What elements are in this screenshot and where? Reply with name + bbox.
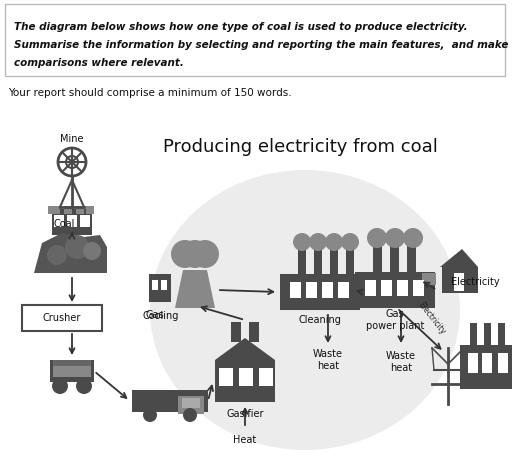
FancyBboxPatch shape: [22, 305, 102, 331]
Bar: [219, 368, 233, 386]
Bar: [390, 246, 399, 274]
Bar: [52, 209, 92, 235]
Text: Electricity: Electricity: [451, 277, 500, 287]
Bar: [80, 215, 90, 227]
Bar: [152, 280, 158, 290]
Bar: [498, 353, 508, 373]
Text: comparisons where relevant.: comparisons where relevant.: [14, 58, 184, 68]
Bar: [67, 215, 77, 227]
Bar: [484, 323, 491, 347]
Bar: [338, 282, 349, 298]
Text: Cleaning: Cleaning: [298, 315, 342, 325]
Text: Mine: Mine: [60, 134, 84, 144]
Polygon shape: [440, 249, 478, 267]
Bar: [422, 273, 436, 285]
Bar: [470, 323, 477, 347]
Circle shape: [403, 228, 423, 248]
Circle shape: [325, 233, 343, 251]
Circle shape: [83, 242, 101, 260]
Circle shape: [76, 378, 92, 394]
Bar: [149, 274, 171, 302]
Bar: [482, 353, 492, 373]
Bar: [132, 390, 208, 412]
Bar: [280, 274, 360, 310]
Text: Waste
heat: Waste heat: [313, 349, 343, 371]
Circle shape: [47, 245, 67, 265]
Bar: [290, 282, 301, 298]
Bar: [259, 368, 273, 386]
Bar: [454, 273, 464, 291]
Circle shape: [181, 240, 209, 268]
Circle shape: [143, 408, 157, 422]
Circle shape: [367, 228, 387, 248]
Bar: [298, 250, 306, 276]
Polygon shape: [215, 338, 275, 360]
Bar: [231, 322, 241, 342]
Bar: [460, 345, 512, 389]
Bar: [53, 360, 91, 366]
Bar: [53, 363, 91, 377]
Text: Electricity: Electricity: [417, 300, 447, 336]
Bar: [330, 250, 338, 276]
Bar: [314, 250, 322, 276]
Circle shape: [293, 233, 311, 251]
Text: Gas
power plant: Gas power plant: [366, 309, 424, 331]
Text: Heat: Heat: [233, 435, 257, 445]
Bar: [355, 272, 435, 308]
Text: The diagram below shows how one type of coal is used to produce electricity.: The diagram below shows how one type of …: [14, 22, 467, 32]
Circle shape: [65, 235, 89, 259]
Polygon shape: [34, 233, 107, 273]
Circle shape: [52, 378, 68, 394]
Bar: [468, 353, 478, 373]
Text: Cooling: Cooling: [143, 311, 179, 321]
Text: Waste
heat: Waste heat: [386, 351, 416, 373]
Text: Coal: Coal: [54, 219, 75, 229]
Bar: [498, 323, 505, 347]
Text: Gasifier: Gasifier: [226, 409, 264, 419]
Text: Crusher: Crusher: [43, 313, 81, 323]
Circle shape: [183, 408, 197, 422]
Bar: [239, 368, 253, 386]
Bar: [50, 360, 94, 382]
Text: Summarise the information by selecting and reporting the main features,  and mak: Summarise the information by selecting a…: [14, 40, 508, 50]
Text: Gas: Gas: [146, 310, 164, 320]
Bar: [306, 282, 317, 298]
Circle shape: [191, 240, 219, 268]
FancyBboxPatch shape: [5, 4, 505, 76]
Circle shape: [385, 228, 405, 248]
Bar: [442, 267, 478, 293]
Bar: [249, 322, 259, 342]
Bar: [182, 398, 200, 408]
Bar: [373, 246, 382, 274]
Circle shape: [171, 240, 199, 268]
Circle shape: [341, 233, 359, 251]
Bar: [397, 280, 408, 296]
Circle shape: [309, 233, 327, 251]
Polygon shape: [175, 270, 215, 308]
Bar: [346, 250, 354, 276]
Bar: [413, 280, 424, 296]
Text: Your report should comprise a minimum of 150 words.: Your report should comprise a minimum of…: [8, 88, 292, 98]
Bar: [381, 280, 392, 296]
Bar: [322, 282, 333, 298]
Text: Producing electricity from coal: Producing electricity from coal: [163, 138, 437, 156]
Bar: [215, 360, 275, 402]
Ellipse shape: [150, 170, 460, 450]
Bar: [76, 206, 84, 214]
Bar: [178, 396, 204, 414]
Bar: [407, 246, 416, 274]
Bar: [365, 280, 376, 296]
Bar: [161, 280, 167, 290]
Bar: [86, 206, 94, 214]
Bar: [54, 215, 64, 227]
Bar: [64, 206, 72, 214]
Bar: [48, 206, 60, 214]
